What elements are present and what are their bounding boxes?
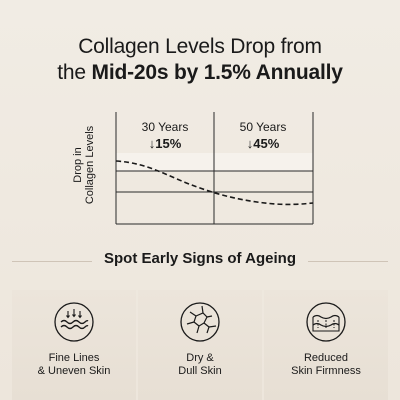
graph-y-axis-label-line-1: Drop in (72, 147, 84, 183)
section-divider-left (12, 261, 92, 262)
collagen-graph-svg (115, 112, 314, 225)
headline: Collagen Levels Drop from the Mid-20s by… (0, 34, 400, 86)
fine-lines-icon (52, 300, 96, 344)
dry-skin-icon (178, 300, 222, 344)
marker-30-years: 30 Years ↓15% (130, 120, 200, 151)
marker-30-years-change: ↓15% (148, 136, 182, 151)
sign-caption-firmness: Reduced Skin Firmness (264, 352, 388, 378)
sign-caption-firmness-line-1: Reduced (303, 352, 349, 364)
marker-30-years-label: 30 Years (141, 120, 189, 134)
sign-card-fine-lines: Fine Lines & Uneven Skin (12, 290, 136, 400)
headline-line-2-bold: Mid-20s by 1.5% Annually (91, 61, 343, 84)
sign-caption-dry-skin-line-2: Dull Skin (178, 365, 222, 377)
graph-y-axis-label: Drop in Collagen Levels (72, 100, 104, 230)
section-divider-right (308, 261, 388, 262)
firmness-icon (304, 300, 348, 344)
sign-caption-fine-lines-line-2: & Uneven Skin (37, 365, 111, 377)
sign-caption-fine-lines-line-1: Fine Lines (48, 352, 100, 364)
headline-line-2: the Mid-20s by 1.5% Annually (0, 60, 400, 86)
collagen-decline-curve (115, 160, 314, 206)
sign-card-dry-skin: Dry & Dull Skin (138, 290, 262, 400)
sign-caption-fine-lines: Fine Lines & Uneven Skin (12, 352, 136, 378)
headline-line-1: Collagen Levels Drop from (78, 35, 322, 58)
headline-line-2-prefix: the (57, 61, 92, 84)
sign-caption-dry-skin-line-1: Dry & (186, 352, 214, 364)
marker-50-years: 50 Years ↓45% (228, 120, 298, 151)
section-title: Spot Early Signs of Ageing (104, 250, 296, 267)
graph-y-axis-label-line-2: Collagen Levels (84, 125, 96, 205)
collagen-graph: Drop in Collagen Levels 30 Years ↓15% 50… (72, 100, 314, 230)
marker-50-years-label: 50 Years (239, 120, 287, 134)
sign-card-firmness: Reduced Skin Firmness (264, 290, 388, 400)
sign-caption-dry-skin: Dry & Dull Skin (138, 352, 262, 378)
signs-row: Fine Lines & Uneven Skin Dry & (0, 290, 400, 400)
marker-50-years-change: ↓45% (246, 136, 280, 151)
sign-caption-firmness-line-2: Skin Firmness (291, 365, 361, 377)
